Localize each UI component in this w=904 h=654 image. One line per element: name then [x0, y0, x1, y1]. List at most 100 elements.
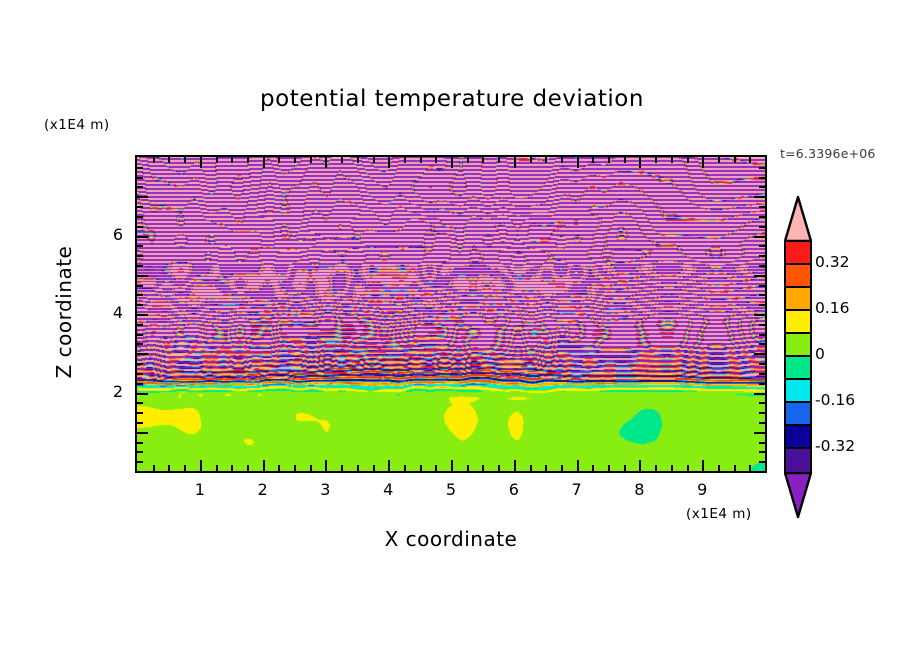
- x-tick-top: [671, 157, 673, 163]
- y-tick-right: [759, 216, 765, 218]
- y-tick-right: [759, 167, 765, 169]
- y-tick: [137, 236, 148, 238]
- x-tick-top: [734, 157, 736, 163]
- x-tick: [561, 465, 563, 471]
- y-tick-right: [759, 177, 765, 179]
- colorbar-under-cap: [783, 471, 813, 522]
- y-tick: [137, 206, 143, 208]
- y-tick-right: [759, 245, 765, 247]
- x-tick: [734, 465, 736, 471]
- x-tick-label: 8: [634, 480, 645, 499]
- x-tick-top: [388, 157, 390, 168]
- x-tick-top: [467, 157, 469, 163]
- y-tick-right: [759, 334, 765, 336]
- y-tick-right: [759, 343, 765, 345]
- x-tick-label: 6: [508, 480, 519, 499]
- y-tick-right: [759, 422, 765, 424]
- y-tick-right: [759, 324, 765, 326]
- x-tick-top: [357, 157, 359, 163]
- colorbar-band: [786, 449, 810, 472]
- page-title: potential temperature deviation: [260, 86, 644, 112]
- x-tick: [420, 465, 422, 471]
- y-tick: [137, 373, 143, 375]
- x-tick-top: [561, 157, 563, 163]
- time-annotation: t=6.3396e+06: [780, 146, 876, 161]
- x-tick-top: [639, 157, 641, 168]
- y-tick-right: [759, 383, 765, 385]
- colorbar-band: [786, 334, 810, 357]
- y-tick-right: [759, 412, 765, 414]
- y-tick: [137, 353, 148, 355]
- x-tick-top: [435, 157, 437, 163]
- x-tick-top: [341, 157, 343, 163]
- x-tick-top: [373, 157, 375, 163]
- y-tick: [137, 393, 148, 395]
- x-tick: [624, 465, 626, 471]
- x-tick: [687, 465, 689, 471]
- x-tick-top: [294, 157, 296, 163]
- y-tick-right: [754, 236, 765, 238]
- x-tick-top: [325, 157, 327, 168]
- colorbar-band: [786, 288, 810, 311]
- y-tick: [137, 255, 143, 257]
- y-tick: [137, 285, 143, 287]
- x-tick: [577, 460, 579, 471]
- x-tick-label: 1: [194, 480, 205, 499]
- x-tick: [357, 465, 359, 471]
- colorbar-tick-label: 0.16: [815, 299, 850, 317]
- x-tick: [216, 465, 218, 471]
- x-tick-top: [702, 157, 704, 168]
- y-tick: [137, 432, 148, 434]
- x-tick: [373, 465, 375, 471]
- plot-area: [135, 155, 767, 473]
- y-tick-right: [754, 432, 765, 434]
- x-tick-top: [153, 157, 155, 163]
- x-tick: [467, 465, 469, 471]
- x-tick-top: [624, 157, 626, 163]
- x-tick: [639, 460, 641, 471]
- y-tick-right: [759, 294, 765, 296]
- x-tick: [231, 465, 233, 471]
- colorbar-band: [786, 311, 810, 334]
- y-tick-right: [754, 393, 765, 395]
- y-tick-right: [759, 461, 765, 463]
- colorbar-tick-label: -0.32: [815, 437, 856, 455]
- x-tick: [341, 465, 343, 471]
- contour-field: [137, 157, 765, 471]
- x-tick: [451, 460, 453, 471]
- x-tick-top: [545, 157, 547, 163]
- x-tick: [592, 465, 594, 471]
- x-tick: [388, 460, 390, 471]
- colorbar-band: [786, 265, 810, 288]
- x-tick: [325, 460, 327, 471]
- y-tick-right: [759, 285, 765, 287]
- y-tick: [137, 226, 143, 228]
- x-tick: [514, 460, 516, 471]
- x-tick-top: [231, 157, 233, 163]
- x-tick-top: [498, 157, 500, 163]
- y-tick: [137, 177, 143, 179]
- x-tick-top: [263, 157, 265, 168]
- colorbar-bands: [784, 240, 812, 474]
- colorbar-tick-label: 0: [815, 345, 825, 363]
- y-tick-right: [759, 451, 765, 453]
- x-tick-top: [278, 157, 280, 163]
- y-tick: [137, 275, 148, 277]
- x-tick-top: [168, 157, 170, 163]
- y-tick-right: [754, 353, 765, 355]
- x-tick: [608, 465, 610, 471]
- x-tick-top: [592, 157, 594, 163]
- y-tick-right: [754, 314, 765, 316]
- y-tick: [137, 314, 148, 316]
- y-tick: [137, 186, 143, 188]
- x-tick-label: 2: [257, 480, 268, 499]
- x-axis-unit-label: (x1E4 m): [686, 506, 752, 522]
- x-tick: [749, 465, 751, 471]
- x-tick: [702, 460, 704, 471]
- x-tick-top: [530, 157, 532, 163]
- y-tick: [137, 167, 143, 169]
- z-axis-unit-label: (x1E4 m): [44, 117, 110, 133]
- y-tick-right: [759, 304, 765, 306]
- x-tick-top: [200, 157, 202, 168]
- x-tick-top: [216, 157, 218, 163]
